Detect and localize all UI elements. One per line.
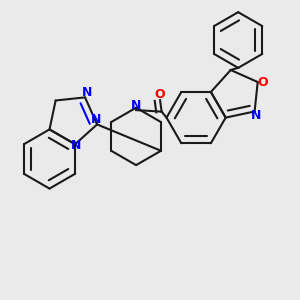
Text: N: N bbox=[90, 113, 101, 126]
Text: O: O bbox=[258, 76, 268, 88]
Text: N: N bbox=[251, 110, 261, 122]
Text: O: O bbox=[155, 88, 165, 101]
Text: N: N bbox=[131, 99, 141, 112]
Text: N: N bbox=[71, 139, 81, 152]
Text: N: N bbox=[81, 86, 92, 99]
